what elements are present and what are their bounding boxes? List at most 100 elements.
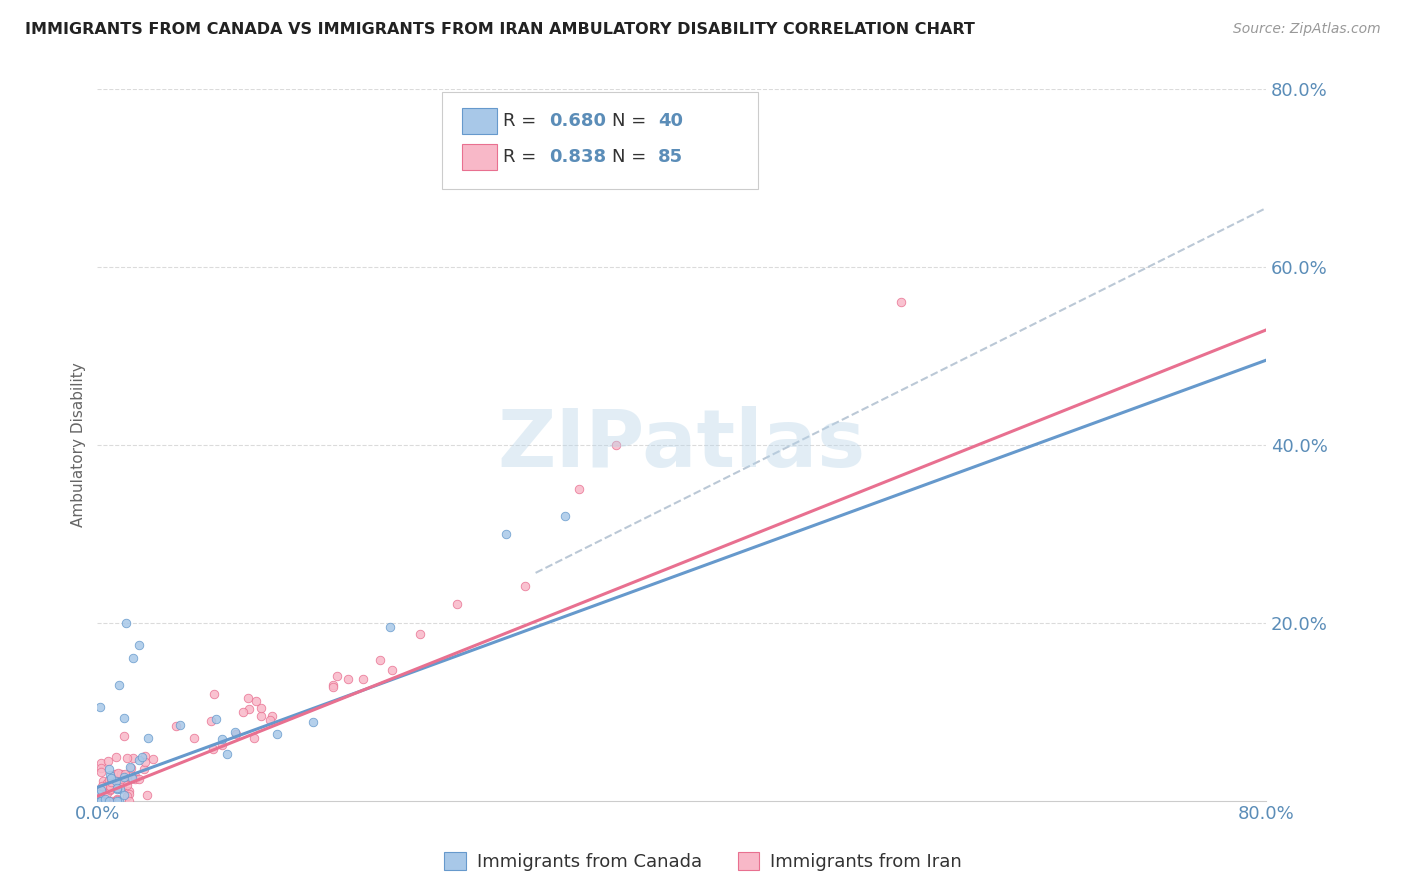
Point (87, 791, 110, 805)
Point (100, 794, 122, 808)
Point (128, 772, 150, 786)
Point (250, 708, 273, 723)
Point (495, 526, 517, 541)
Point (112, 788, 135, 802)
Point (211, 738, 233, 752)
Point (108, 781, 131, 796)
Point (100, 771, 122, 785)
Point (107, 766, 129, 780)
Point (183, 731, 205, 745)
Point (105, 781, 128, 796)
Point (112, 729, 135, 743)
Point (165, 719, 187, 733)
Point (352, 673, 374, 687)
Point (232, 705, 254, 719)
Point (91, 791, 114, 805)
Point (96, 754, 118, 768)
Point (107, 774, 129, 789)
Point (568, 482, 591, 496)
Point (104, 766, 127, 780)
Point (124, 772, 146, 786)
Point (98, 772, 121, 787)
Point (100, 774, 122, 789)
Text: R =: R = (503, 112, 541, 130)
Point (89, 794, 111, 808)
Point (446, 597, 468, 611)
Point (108, 794, 131, 808)
Text: N =: N = (612, 112, 651, 130)
Point (89, 794, 111, 808)
Y-axis label: Ambulatory Disability: Ambulatory Disability (72, 362, 86, 527)
Point (90, 761, 112, 775)
Point (91, 779, 114, 793)
Point (131, 750, 153, 764)
Point (554, 508, 576, 523)
Point (112, 770, 135, 784)
Point (513, 579, 536, 593)
Point (89, 787, 111, 801)
Point (89, 794, 111, 808)
Point (118, 760, 141, 774)
Point (337, 672, 360, 686)
Point (97, 794, 120, 808)
Text: 40: 40 (658, 112, 683, 130)
Point (90, 756, 112, 770)
Point (94, 794, 117, 808)
Point (111, 780, 134, 794)
Point (90, 794, 112, 808)
Point (98, 779, 121, 793)
Point (91, 773, 114, 788)
Point (236, 691, 259, 706)
Point (322, 680, 344, 694)
Point (121, 772, 143, 786)
Point (117, 789, 139, 803)
Point (134, 748, 156, 763)
Point (114, 767, 136, 781)
Point (215, 747, 238, 762)
Point (108, 678, 131, 692)
Point (322, 678, 344, 692)
Point (124, 768, 146, 782)
Point (105, 793, 128, 807)
Point (118, 784, 141, 798)
Point (134, 756, 156, 770)
Point (98, 782, 121, 797)
Point (378, 620, 401, 634)
Point (118, 794, 141, 808)
Point (128, 638, 150, 652)
Point (259, 713, 281, 727)
Point (114, 769, 136, 783)
Point (134, 762, 156, 776)
FancyBboxPatch shape (463, 144, 498, 170)
Point (96, 775, 118, 789)
Point (94, 792, 117, 806)
Point (90, 794, 112, 808)
Text: 0.680: 0.680 (550, 112, 606, 130)
FancyBboxPatch shape (463, 108, 498, 135)
Point (115, 615, 138, 630)
Point (302, 714, 325, 729)
Point (98, 782, 121, 797)
Point (105, 792, 128, 806)
Point (135, 789, 157, 803)
Point (112, 711, 135, 725)
Point (105, 794, 128, 808)
Point (104, 794, 127, 808)
Point (97, 794, 120, 808)
Point (87, 785, 110, 799)
Point (202, 687, 225, 701)
Point (890, 295, 912, 310)
Point (91, 792, 114, 806)
Point (128, 753, 150, 767)
Point (136, 731, 159, 745)
Point (266, 727, 288, 741)
Text: R =: R = (503, 147, 541, 166)
Point (121, 651, 143, 665)
Point (90, 792, 112, 806)
Text: 0.838: 0.838 (550, 147, 607, 166)
Point (260, 708, 283, 723)
Point (101, 772, 124, 787)
Point (114, 772, 136, 787)
Point (98, 768, 121, 782)
Point (224, 725, 246, 739)
